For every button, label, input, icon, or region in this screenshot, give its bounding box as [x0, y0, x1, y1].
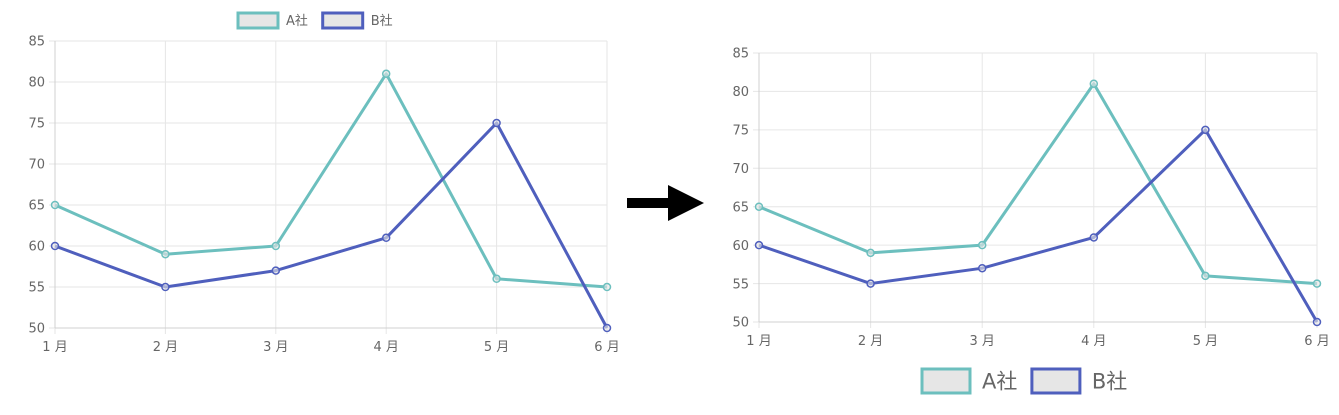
legend-swatch	[321, 11, 365, 30]
x-tick-label: 5 月	[484, 340, 509, 355]
data-point[interactable]	[1089, 233, 1099, 242]
legend: A社 B社	[236, 11, 393, 30]
x-tick-label: 3 月	[263, 340, 288, 355]
gridlines	[753, 52, 1318, 328]
line-chart-after: 50 55 60 65 70 75 80 85 1 月 2 月 3 月 4 月 5 月 6 月 A社 B社	[732, 47, 1330, 395]
y-tick-label: 80	[732, 85, 749, 100]
data-point[interactable]	[1201, 271, 1210, 281]
data-point[interactable]	[50, 200, 60, 210]
data-point[interactable]	[161, 249, 170, 259]
legend-item[interactable]: B社	[321, 11, 393, 30]
gridlines	[49, 40, 608, 334]
data-point[interactable]	[977, 263, 987, 273]
y-tick-label: 50	[28, 322, 45, 337]
legend-item[interactable]: B社	[1030, 367, 1127, 395]
data-point[interactable]	[977, 240, 987, 250]
x-tick-label: 4 月	[1081, 334, 1106, 349]
data-point[interactable]	[492, 274, 501, 284]
right-arrow-icon	[627, 185, 704, 221]
data-point[interactable]	[602, 282, 612, 292]
x-tick-label: 3 月	[969, 334, 994, 349]
y-tick-label: 55	[732, 277, 749, 292]
legend-label: B社	[371, 13, 393, 29]
y-tick-label: 70	[28, 158, 45, 173]
series-B社	[754, 125, 1322, 327]
series-A社	[754, 79, 1322, 288]
legend: A社 B社	[920, 367, 1127, 395]
x-tick-label: 4 月	[373, 340, 398, 355]
series-A社	[50, 69, 612, 292]
y-tick-label: 80	[28, 76, 45, 91]
line-chart-before: 50 55 60 65 70 75 80 85 1 月 2 月 3 月 4 月 5 月 6 月 A社 B社	[28, 11, 620, 355]
x-tick-label: 1 月	[746, 334, 771, 349]
data-point[interactable]	[602, 323, 612, 333]
series-B社	[50, 118, 612, 333]
y-tick-label: 60	[28, 240, 45, 255]
legend-swatch	[920, 367, 972, 395]
legend-label: B社	[1092, 370, 1127, 394]
data-point[interactable]	[754, 202, 764, 211]
data-point[interactable]	[381, 233, 391, 243]
y-tick-label: 75	[28, 117, 45, 132]
y-tick-label: 75	[732, 124, 749, 139]
chart-before: 50 55 60 65 70 75 80 85 1 月 2 月 3 月 4 月 5 月 6 月 A社 B社	[0, 0, 640, 411]
data-point[interactable]	[1312, 317, 1322, 327]
y-tick-label: 65	[732, 200, 749, 215]
data-point[interactable]	[271, 241, 281, 251]
data-point[interactable]	[866, 248, 875, 258]
legend-item[interactable]: A社	[920, 367, 1017, 395]
data-point[interactable]	[1201, 125, 1210, 135]
data-point[interactable]	[866, 279, 875, 288]
x-tick-label: 2 月	[153, 340, 178, 355]
legend-swatch	[1030, 367, 1082, 395]
data-point[interactable]	[1089, 79, 1099, 88]
legend-item[interactable]: A社	[236, 11, 308, 30]
x-tick-label: 6 月	[594, 340, 619, 355]
y-tick-label: 55	[28, 281, 45, 296]
x-tick-label: 5 月	[1193, 334, 1218, 349]
y-tick-label: 85	[732, 47, 749, 62]
data-point[interactable]	[50, 241, 60, 251]
data-point[interactable]	[1312, 279, 1322, 288]
y-tick-label: 85	[28, 35, 45, 50]
legend-label: A社	[286, 13, 308, 29]
y-tick-label: 60	[732, 239, 749, 254]
data-point[interactable]	[381, 69, 391, 79]
x-tick-label: 1 月	[42, 340, 67, 355]
y-tick-label: 70	[732, 162, 749, 177]
x-tick-label: 6 月	[1304, 334, 1329, 349]
legend-swatch	[236, 11, 280, 30]
y-tick-label: 50	[732, 316, 749, 331]
chart-after: 50 55 60 65 70 75 80 85 1 月 2 月 3 月 4 月 5 月 6 月 A社 B社	[700, 0, 1339, 411]
data-point[interactable]	[492, 118, 501, 128]
data-point[interactable]	[161, 282, 170, 292]
data-point[interactable]	[271, 266, 281, 275]
data-point[interactable]	[754, 240, 764, 250]
x-tick-label: 2 月	[858, 334, 883, 349]
y-tick-label: 65	[28, 199, 45, 214]
legend-label: A社	[982, 370, 1017, 394]
